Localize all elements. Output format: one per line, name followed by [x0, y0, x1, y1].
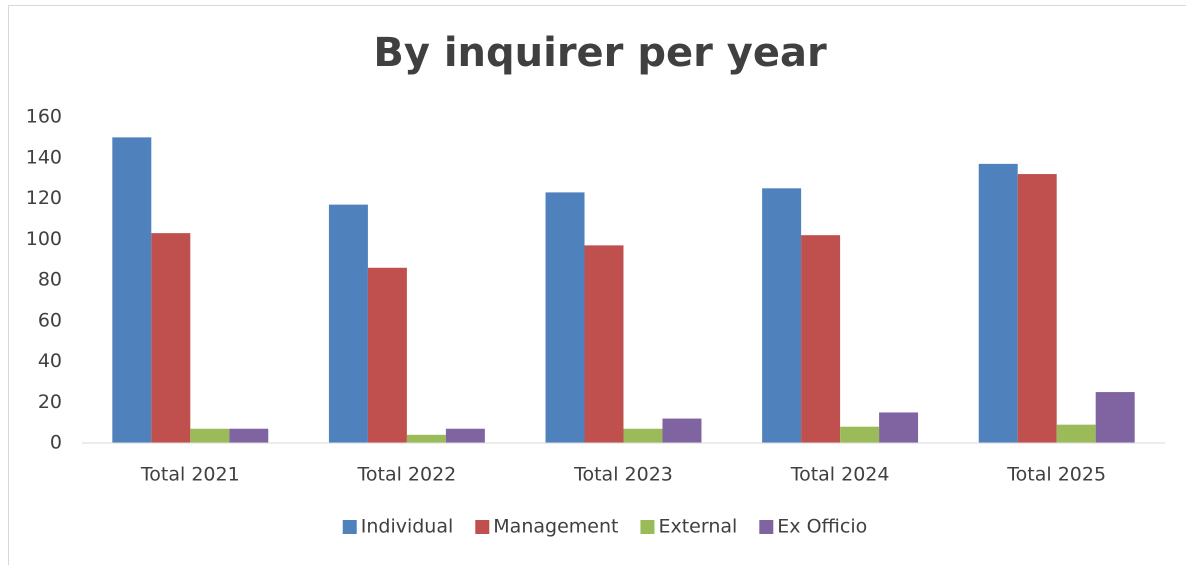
legend-label: Ex Officio — [777, 516, 867, 538]
x-tick-label: Total 2022 — [357, 464, 457, 486]
y-tick-label: 40 — [38, 350, 62, 372]
bar — [1017, 174, 1057, 444]
y-tick-label: 100 — [26, 228, 62, 250]
x-tick-label: Total 2024 — [790, 464, 890, 486]
bar — [840, 426, 880, 443]
bar — [584, 245, 624, 443]
legend-label: External — [658, 516, 737, 538]
bar — [406, 434, 446, 443]
legend-label: Management — [493, 516, 618, 538]
bar — [623, 428, 663, 443]
y-tick-label: 60 — [38, 309, 62, 331]
legend-swatch — [342, 520, 357, 534]
x-tick-label: Total 2021 — [140, 464, 240, 486]
legend-swatch — [475, 520, 490, 534]
bar — [879, 412, 919, 443]
bar — [545, 192, 585, 443]
y-tick-label: 20 — [38, 391, 62, 413]
bar — [762, 188, 802, 443]
legend-swatch — [759, 520, 774, 534]
y-tick-label: 160 — [26, 106, 62, 128]
legend-label: Individual — [361, 516, 454, 538]
x-tick-label: Total 2023 — [573, 464, 673, 486]
bar — [801, 235, 841, 443]
legend-swatch — [640, 520, 655, 534]
bar — [151, 233, 191, 443]
chart-title: By inquirer per year — [373, 30, 827, 76]
bar — [445, 428, 485, 443]
bar — [367, 267, 407, 443]
y-tick-label: 120 — [26, 187, 62, 209]
bar — [229, 428, 269, 443]
y-tick-label: 0 — [50, 432, 62, 454]
bar — [978, 163, 1018, 444]
bar — [1095, 392, 1135, 443]
legend: Individual Management External Ex Officio — [342, 516, 867, 538]
y-tick-label: 80 — [38, 269, 62, 291]
bar — [1056, 424, 1096, 443]
x-tick-label: Total 2025 — [1006, 464, 1106, 486]
bar — [190, 428, 230, 443]
y-tick-label: 140 — [26, 146, 62, 168]
bar — [662, 418, 702, 443]
bar — [328, 204, 368, 443]
bar — [112, 137, 152, 443]
